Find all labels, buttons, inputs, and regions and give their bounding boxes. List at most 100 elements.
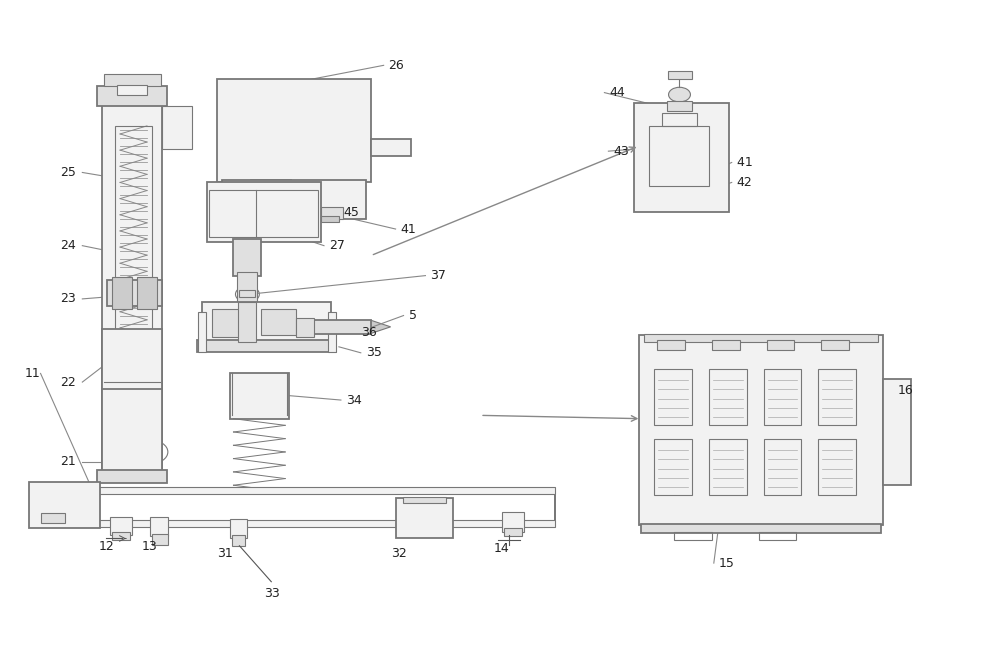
Bar	[97, 494, 555, 522]
Text: 42: 42	[737, 176, 752, 189]
Text: 36: 36	[361, 325, 377, 339]
Bar	[222, 180, 366, 219]
Bar	[237, 272, 257, 305]
Bar	[767, 340, 794, 350]
Bar	[197, 340, 336, 352]
Bar	[110, 517, 132, 535]
Bar	[117, 85, 147, 95]
Bar	[657, 340, 685, 350]
Polygon shape	[163, 494, 187, 522]
Bar	[97, 86, 167, 106]
Bar	[649, 126, 709, 186]
Text: 31: 31	[218, 547, 233, 560]
Text: 41: 41	[737, 156, 756, 169]
Polygon shape	[424, 494, 449, 522]
Polygon shape	[217, 184, 253, 232]
Text: 22: 22	[60, 376, 76, 389]
Bar	[261, 309, 296, 336]
Bar	[207, 183, 321, 242]
Bar	[709, 369, 747, 425]
Polygon shape	[326, 494, 350, 522]
Bar	[371, 139, 411, 156]
Bar	[202, 302, 331, 342]
Circle shape	[828, 340, 842, 350]
Text: 23: 23	[60, 293, 76, 305]
Bar	[232, 535, 245, 546]
Bar	[764, 439, 801, 495]
Text: 37: 37	[430, 269, 446, 282]
Polygon shape	[522, 494, 547, 522]
Text: 34: 34	[346, 394, 362, 407]
Bar	[502, 512, 524, 532]
Bar	[296, 318, 314, 337]
Bar	[321, 207, 343, 219]
Circle shape	[719, 340, 733, 350]
Text: 43: 43	[613, 145, 629, 158]
Text: 35: 35	[366, 346, 382, 359]
Text: 41: 41	[401, 223, 416, 236]
Bar	[818, 439, 856, 495]
Bar	[641, 524, 881, 533]
Bar	[41, 513, 65, 523]
Polygon shape	[371, 320, 391, 333]
Text: 16: 16	[898, 384, 914, 397]
Bar	[104, 74, 161, 86]
Polygon shape	[489, 494, 514, 522]
Bar	[674, 532, 712, 539]
Bar	[107, 280, 162, 305]
Polygon shape	[652, 185, 706, 193]
Bar	[150, 517, 168, 536]
Bar	[504, 529, 522, 536]
Bar	[662, 113, 697, 126]
Polygon shape	[261, 494, 285, 522]
Text: 5: 5	[409, 309, 417, 322]
Bar	[198, 312, 206, 352]
Bar	[137, 277, 157, 309]
Bar	[639, 336, 883, 525]
Text: 26: 26	[389, 59, 404, 72]
Bar	[328, 312, 336, 352]
Text: 12: 12	[98, 540, 114, 553]
Bar	[764, 369, 801, 425]
Bar	[759, 532, 796, 539]
Bar	[102, 389, 162, 472]
Bar	[821, 340, 849, 350]
Bar	[97, 494, 555, 522]
Polygon shape	[195, 494, 220, 522]
Polygon shape	[228, 494, 252, 522]
Text: 15: 15	[719, 556, 735, 570]
Bar	[311, 320, 371, 333]
Bar	[152, 535, 168, 545]
Bar	[112, 532, 130, 539]
Bar	[654, 369, 692, 425]
Bar	[102, 329, 162, 392]
Text: 33: 33	[264, 587, 280, 600]
Text: 25: 25	[60, 166, 76, 179]
Bar	[97, 487, 555, 494]
Bar	[256, 215, 286, 222]
Text: 13: 13	[142, 540, 158, 553]
Bar	[102, 103, 162, 472]
Polygon shape	[359, 494, 383, 522]
Bar	[230, 374, 289, 419]
Bar	[644, 334, 878, 342]
Bar	[212, 309, 251, 338]
Bar	[251, 180, 291, 219]
Bar	[217, 79, 371, 183]
Text: 44: 44	[609, 86, 625, 99]
Bar	[239, 291, 255, 297]
Bar	[238, 302, 256, 342]
Bar	[634, 103, 729, 213]
Bar	[115, 126, 152, 409]
Text: 32: 32	[391, 547, 406, 560]
Bar	[97, 521, 555, 527]
Text: 27: 27	[329, 239, 345, 252]
Bar	[883, 378, 911, 485]
Text: 14: 14	[494, 542, 510, 555]
Circle shape	[773, 340, 787, 350]
Polygon shape	[391, 494, 416, 522]
Bar	[233, 239, 261, 276]
Bar	[668, 70, 692, 79]
Polygon shape	[130, 494, 154, 522]
Polygon shape	[256, 184, 283, 232]
